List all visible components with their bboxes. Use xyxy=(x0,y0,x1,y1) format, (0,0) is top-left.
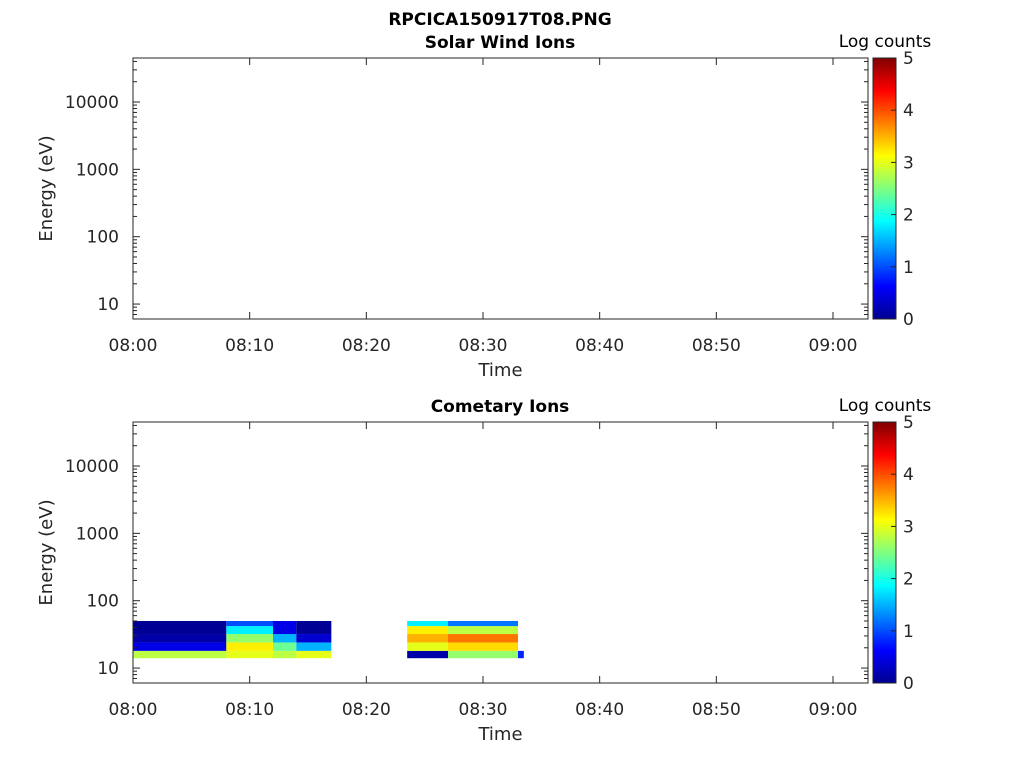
heatmap-cell xyxy=(226,634,273,643)
colorbar-gradient xyxy=(872,57,897,320)
heatmap-cell xyxy=(448,620,518,627)
panel-title: Solar Wind Ions xyxy=(425,33,576,53)
x-tick-label: 08:10 xyxy=(225,336,274,356)
heatmap-cell xyxy=(448,642,518,651)
x-tick-label: 08:40 xyxy=(575,336,624,356)
heatmap-cell xyxy=(407,626,448,635)
y-axis-label: Energy (eV) xyxy=(36,135,57,241)
colorbar-gradient xyxy=(872,421,897,684)
x-tick-label: 08:00 xyxy=(109,700,158,720)
y-tick-label: 1000 xyxy=(76,524,119,544)
y-axis: 10 100 1000 10000 Energy (eV) xyxy=(36,60,868,320)
x-tick-label: 09:00 xyxy=(809,700,858,720)
heatmap-cell xyxy=(296,634,332,643)
plot-frame xyxy=(132,57,869,320)
heatmap-cell xyxy=(407,634,448,643)
heatmap-cell xyxy=(226,620,273,627)
heatmap-cell xyxy=(407,642,448,651)
heatmap-cell xyxy=(296,650,332,659)
colorbar-tick-label: 0 xyxy=(903,310,914,330)
heatmap-cell xyxy=(226,650,273,659)
y-axis-label: Energy (eV) xyxy=(36,499,57,605)
y-tick-label: 10 xyxy=(97,295,119,315)
x-tick-label: 08:30 xyxy=(459,700,508,720)
x-tick-label: 08:50 xyxy=(692,336,741,356)
x-tick-label: 08:00 xyxy=(109,336,158,356)
colorbar-tick-label: 3 xyxy=(903,517,914,537)
x-axis-label: Time xyxy=(477,724,522,745)
heatmap-cell xyxy=(448,650,518,659)
x-tick-label: 08:50 xyxy=(692,700,741,720)
x-tick-label: 08:10 xyxy=(225,700,274,720)
colorbar-tick-label: 1 xyxy=(903,622,914,642)
heatmap-cell xyxy=(273,620,297,635)
heatmap-cell xyxy=(296,620,332,635)
x-axis-label: Time xyxy=(477,360,522,381)
colorbar-tick-label: 0 xyxy=(903,674,914,694)
plot-frame xyxy=(132,421,869,684)
heatmap-cell xyxy=(226,626,273,635)
colorbar-tick-label: 2 xyxy=(903,206,914,226)
heatmap-cell xyxy=(518,650,524,659)
colorbar-tick-label: 2 xyxy=(903,570,914,590)
colorbar-label: Log counts xyxy=(839,32,932,52)
y-tick-label: 10000 xyxy=(65,93,119,113)
x-tick-label: 08:30 xyxy=(459,336,508,356)
x-tick-label: 08:40 xyxy=(575,700,624,720)
y-tick-label: 100 xyxy=(87,592,119,612)
x-tick-label: 08:20 xyxy=(342,700,391,720)
heatmap-cell xyxy=(273,634,297,643)
heatmap-cell xyxy=(226,642,273,651)
y-axis: 10 100 1000 10000 Energy (eV) xyxy=(36,424,868,684)
y-tick-label: 10 xyxy=(97,659,119,679)
colorbar-tick-label: 4 xyxy=(903,101,914,121)
colorbar-label: Log counts xyxy=(839,396,932,416)
heatmap-cell xyxy=(133,650,227,659)
heatmap-cell xyxy=(133,634,227,643)
x-axis: 08:00 08:10 08:20 08:30 08:40 08:50 09:00 Time xyxy=(109,58,858,381)
heatmap-cell xyxy=(273,650,297,659)
x-axis: 08:00 08:10 08:20 08:30 08:40 08:50 09:00 Time xyxy=(109,422,858,745)
figure-title: RPCICA150917T08.PNG xyxy=(388,10,611,30)
heatmap-cell xyxy=(133,620,227,635)
y-tick-label: 1000 xyxy=(76,160,119,180)
panel-title: Cometary Ions xyxy=(431,397,570,417)
heatmap-cell xyxy=(273,642,297,651)
heatmap-cell xyxy=(407,620,448,627)
y-tick-label: 100 xyxy=(87,228,119,248)
heatmap-cell xyxy=(133,642,227,651)
colorbar-tick-label: 4 xyxy=(903,465,914,485)
heatmap-cell xyxy=(296,642,332,651)
heatmap-cell xyxy=(407,650,448,659)
colorbar-tick-label: 1 xyxy=(903,258,914,278)
colorbar-tick-label: 5 xyxy=(903,49,914,69)
heatmap-cell xyxy=(448,626,518,635)
colorbar-tick-label: 3 xyxy=(903,153,914,173)
colorbar-tick-label: 5 xyxy=(903,413,914,433)
heatmap-cell xyxy=(448,634,518,643)
y-tick-label: 10000 xyxy=(65,457,119,477)
x-tick-label: 08:20 xyxy=(342,336,391,356)
x-tick-label: 09:00 xyxy=(809,336,858,356)
